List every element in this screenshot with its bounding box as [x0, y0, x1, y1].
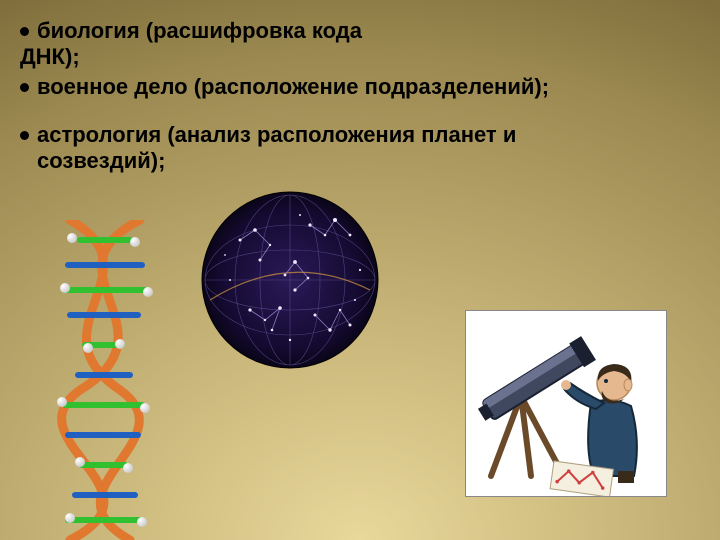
bullet-dot-icon	[20, 27, 29, 36]
astronomer-image	[465, 310, 667, 497]
star-map-image	[200, 190, 380, 370]
bullet-biology-line2: ДНК);	[20, 44, 362, 70]
bullet-dot-icon	[20, 83, 29, 92]
bullet-astrology: астрология (анализ расположения планет и…	[20, 122, 516, 175]
bullet-military-line1: военное дело (расположение подразделений…	[37, 74, 549, 99]
bullet-biology-line1: биология (расшифровка кода	[37, 18, 362, 43]
slide: биология (расшифровка кода ДНК); военное…	[0, 0, 720, 540]
bullet-biology: биология (расшифровка кода ДНК);	[20, 18, 362, 71]
bullet-dot-icon	[20, 131, 29, 140]
bullet-astrology-line1: астрология (анализ расположения планет и	[37, 122, 516, 147]
dna-helix-image	[10, 220, 200, 540]
bullet-military: военное дело (расположение подразделений…	[20, 74, 549, 100]
bullet-astrology-line2: созвездий);	[37, 148, 516, 174]
